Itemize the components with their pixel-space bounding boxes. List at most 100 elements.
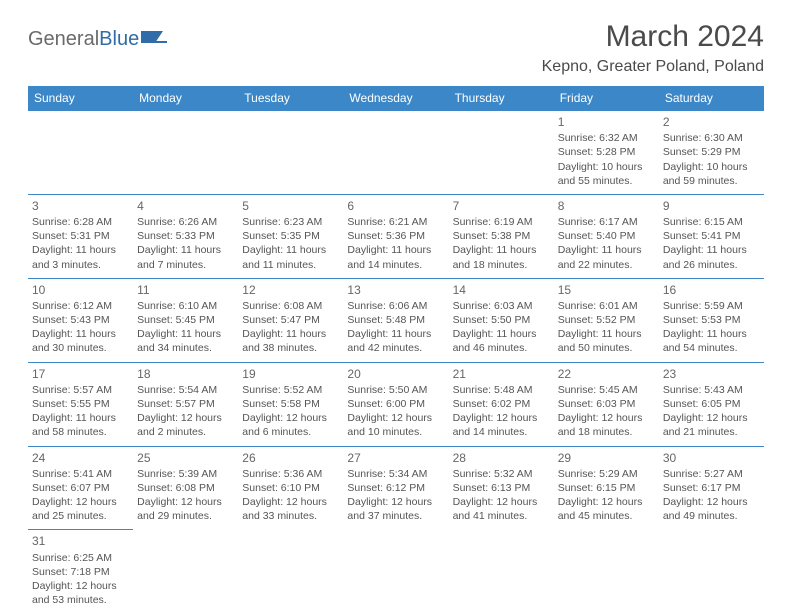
day-number: 23 [663, 366, 760, 382]
sunset-text: Sunset: 5:50 PM [453, 313, 550, 327]
day-number: 28 [453, 450, 550, 466]
day-number: 22 [558, 366, 655, 382]
calendar-cell: 22Sunrise: 5:45 AMSunset: 6:03 PMDayligh… [554, 362, 659, 446]
logo-text-general: General [28, 28, 99, 51]
calendar-cell: 8Sunrise: 6:17 AMSunset: 5:40 PMDaylight… [554, 194, 659, 278]
sunset-text: Sunset: 5:55 PM [32, 397, 129, 411]
calendar-cell: 28Sunrise: 5:32 AMSunset: 6:13 PMDayligh… [449, 446, 554, 530]
sunset-text: Sunset: 6:08 PM [137, 481, 234, 495]
calendar-cell: 2Sunrise: 6:30 AMSunset: 5:29 PMDaylight… [659, 111, 764, 195]
day-number: 30 [663, 450, 760, 466]
sunrise-text: Sunrise: 5:57 AM [32, 383, 129, 397]
calendar-cell [343, 111, 448, 195]
flag-icon [141, 29, 167, 50]
calendar-cell: 16Sunrise: 5:59 AMSunset: 5:53 PMDayligh… [659, 278, 764, 362]
sunrise-text: Sunrise: 5:43 AM [663, 383, 760, 397]
sunrise-text: Sunrise: 5:36 AM [242, 467, 339, 481]
day-number: 31 [32, 533, 129, 549]
sunrise-text: Sunrise: 5:54 AM [137, 383, 234, 397]
sunset-text: Sunset: 6:13 PM [453, 481, 550, 495]
day-number: 12 [242, 282, 339, 298]
sunrise-text: Sunrise: 6:03 AM [453, 299, 550, 313]
calendar-table: Sunday Monday Tuesday Wednesday Thursday… [28, 86, 764, 613]
calendar-cell: 9Sunrise: 6:15 AMSunset: 5:41 PMDaylight… [659, 194, 764, 278]
sunrise-text: Sunrise: 6:01 AM [558, 299, 655, 313]
sunrise-text: Sunrise: 6:21 AM [347, 215, 444, 229]
calendar-row: 17Sunrise: 5:57 AMSunset: 5:55 PMDayligh… [28, 362, 764, 446]
daylight-text: Daylight: 11 hours and 18 minutes. [453, 243, 550, 271]
daylight-text: Daylight: 11 hours and 7 minutes. [137, 243, 234, 271]
daylight-text: Daylight: 11 hours and 3 minutes. [32, 243, 129, 271]
daylight-text: Daylight: 11 hours and 58 minutes. [32, 411, 129, 439]
day-number: 29 [558, 450, 655, 466]
sunrise-text: Sunrise: 5:39 AM [137, 467, 234, 481]
day-number: 10 [32, 282, 129, 298]
day-number: 24 [32, 450, 129, 466]
day-number: 1 [558, 114, 655, 130]
calendar-cell: 10Sunrise: 6:12 AMSunset: 5:43 PMDayligh… [28, 278, 133, 362]
day-number: 4 [137, 198, 234, 214]
daylight-text: Daylight: 11 hours and 22 minutes. [558, 243, 655, 271]
sunrise-text: Sunrise: 6:17 AM [558, 215, 655, 229]
sunset-text: Sunset: 5:40 PM [558, 229, 655, 243]
sunset-text: Sunset: 5:38 PM [453, 229, 550, 243]
sunrise-text: Sunrise: 5:27 AM [663, 467, 760, 481]
calendar-cell [28, 111, 133, 195]
day-number: 21 [453, 366, 550, 382]
daylight-text: Daylight: 12 hours and 21 minutes. [663, 411, 760, 439]
day-number: 7 [453, 198, 550, 214]
location-text: Kepno, Greater Poland, Poland [542, 58, 764, 76]
sunrise-text: Sunrise: 5:29 AM [558, 467, 655, 481]
weekday-header: Sunday [28, 86, 133, 111]
sunset-text: Sunset: 6:03 PM [558, 397, 655, 411]
daylight-text: Daylight: 12 hours and 25 minutes. [32, 495, 129, 523]
sunset-text: Sunset: 5:43 PM [32, 313, 129, 327]
sunset-text: Sunset: 6:05 PM [663, 397, 760, 411]
weekday-header: Wednesday [343, 86, 448, 111]
day-number: 9 [663, 198, 760, 214]
daylight-text: Daylight: 11 hours and 54 minutes. [663, 327, 760, 355]
daylight-text: Daylight: 11 hours and 34 minutes. [137, 327, 234, 355]
daylight-text: Daylight: 11 hours and 46 minutes. [453, 327, 550, 355]
day-number: 17 [32, 366, 129, 382]
sunrise-text: Sunrise: 6:08 AM [242, 299, 339, 313]
day-number: 2 [663, 114, 760, 130]
weekday-header: Saturday [659, 86, 764, 111]
sunset-text: Sunset: 5:57 PM [137, 397, 234, 411]
calendar-cell: 20Sunrise: 5:50 AMSunset: 6:00 PMDayligh… [343, 362, 448, 446]
sunset-text: Sunset: 6:07 PM [32, 481, 129, 495]
sunrise-text: Sunrise: 5:34 AM [347, 467, 444, 481]
sunrise-text: Sunrise: 6:30 AM [663, 131, 760, 145]
sunset-text: Sunset: 5:36 PM [347, 229, 444, 243]
sunrise-text: Sunrise: 6:28 AM [32, 215, 129, 229]
sunset-text: Sunset: 5:41 PM [663, 229, 760, 243]
sunset-text: Sunset: 5:35 PM [242, 229, 339, 243]
day-number: 20 [347, 366, 444, 382]
calendar-cell: 19Sunrise: 5:52 AMSunset: 5:58 PMDayligh… [238, 362, 343, 446]
daylight-text: Daylight: 11 hours and 38 minutes. [242, 327, 339, 355]
sunset-text: Sunset: 5:53 PM [663, 313, 760, 327]
daylight-text: Daylight: 11 hours and 50 minutes. [558, 327, 655, 355]
daylight-text: Daylight: 12 hours and 41 minutes. [453, 495, 550, 523]
sunset-text: Sunset: 6:00 PM [347, 397, 444, 411]
logo-text-blue: Blue [99, 28, 139, 51]
calendar-cell: 25Sunrise: 5:39 AMSunset: 6:08 PMDayligh… [133, 446, 238, 530]
sunset-text: Sunset: 5:45 PM [137, 313, 234, 327]
calendar-cell: 6Sunrise: 6:21 AMSunset: 5:36 PMDaylight… [343, 194, 448, 278]
sunrise-text: Sunrise: 6:23 AM [242, 215, 339, 229]
sunset-text: Sunset: 5:31 PM [32, 229, 129, 243]
page-title: March 2024 [542, 20, 764, 54]
daylight-text: Daylight: 11 hours and 26 minutes. [663, 243, 760, 271]
calendar-cell: 30Sunrise: 5:27 AMSunset: 6:17 PMDayligh… [659, 446, 764, 530]
daylight-text: Daylight: 11 hours and 42 minutes. [347, 327, 444, 355]
day-number: 14 [453, 282, 550, 298]
day-number: 16 [663, 282, 760, 298]
calendar-cell: 29Sunrise: 5:29 AMSunset: 6:15 PMDayligh… [554, 446, 659, 530]
sunrise-text: Sunrise: 5:45 AM [558, 383, 655, 397]
calendar-cell: 26Sunrise: 5:36 AMSunset: 6:10 PMDayligh… [238, 446, 343, 530]
day-number: 11 [137, 282, 234, 298]
calendar-cell [238, 111, 343, 195]
sunrise-text: Sunrise: 5:41 AM [32, 467, 129, 481]
sunrise-text: Sunrise: 5:50 AM [347, 383, 444, 397]
sunrise-text: Sunrise: 6:26 AM [137, 215, 234, 229]
